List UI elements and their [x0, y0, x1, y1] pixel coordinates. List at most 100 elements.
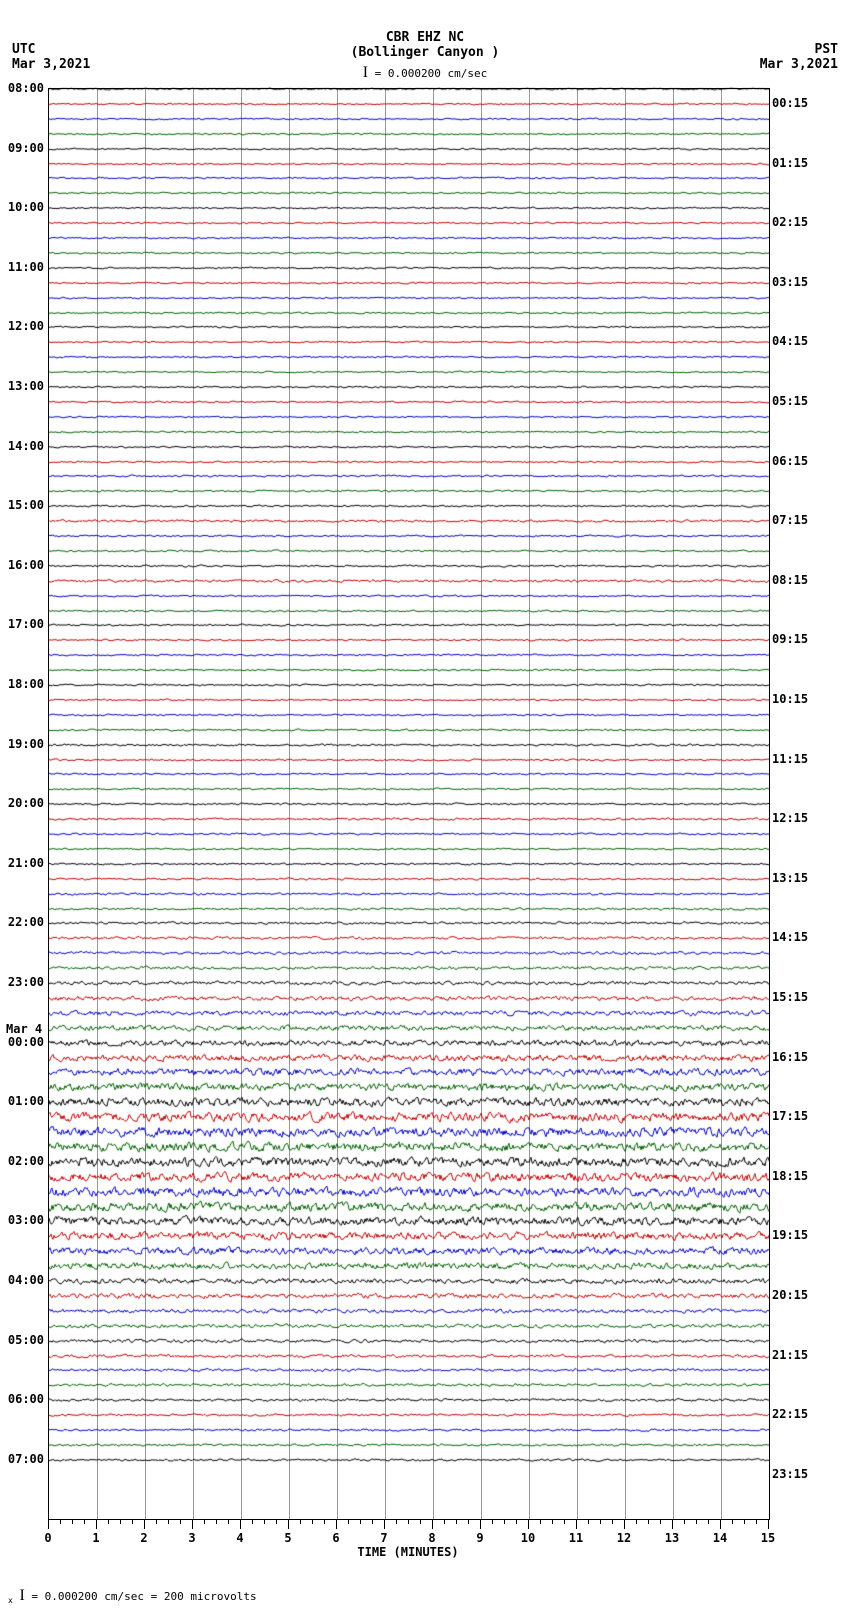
- pst-time-label: 14:15: [772, 930, 812, 944]
- utc-time-label: 02:00: [4, 1154, 44, 1168]
- pst-time-label: 00:15: [772, 96, 812, 110]
- tz-right-date: Mar 3,2021: [760, 57, 838, 72]
- pst-time-label: 01:15: [772, 156, 812, 170]
- utc-time-label: 22:00: [4, 915, 44, 929]
- pst-time-label: 08:15: [772, 573, 812, 587]
- xtick-minor: [228, 1519, 229, 1524]
- xtick-minor: [348, 1519, 349, 1524]
- tz-right-label: PST: [760, 42, 838, 57]
- xtick-major: [720, 1519, 721, 1529]
- pst-time-label: 10:15: [772, 692, 812, 706]
- utc-time-label: 07:00: [4, 1452, 44, 1466]
- location-name: (Bollinger Canyon ): [0, 45, 850, 60]
- pst-time-label: 12:15: [772, 811, 812, 825]
- xtick-label: 10: [521, 1531, 535, 1545]
- pst-time-label: 09:15: [772, 632, 812, 646]
- xtick-minor: [540, 1519, 541, 1524]
- xtick-minor: [684, 1519, 685, 1524]
- xtick-minor: [660, 1519, 661, 1524]
- pst-time-label: 23:15: [772, 1467, 812, 1481]
- timezone-right: PST Mar 3,2021: [760, 42, 838, 72]
- xtick-label: 6: [332, 1531, 339, 1545]
- utc-time-label: 10:00: [4, 200, 44, 214]
- utc-time-label: 14:00: [4, 439, 44, 453]
- xtick-label: 3: [188, 1531, 195, 1545]
- pst-time-label: 06:15: [772, 454, 812, 468]
- xtick-major: [672, 1519, 673, 1529]
- xtick-minor: [468, 1519, 469, 1524]
- xtick-minor: [564, 1519, 565, 1524]
- pst-time-label: 21:15: [772, 1348, 812, 1362]
- xtick-label: 1: [92, 1531, 99, 1545]
- pst-time-label: 04:15: [772, 334, 812, 348]
- xtick-minor: [168, 1519, 169, 1524]
- xtick-minor: [132, 1519, 133, 1524]
- xtick-minor: [276, 1519, 277, 1524]
- seismic-trace: [49, 1450, 769, 1470]
- xtick-label: 8: [428, 1531, 435, 1545]
- xtick-minor: [180, 1519, 181, 1524]
- utc-time-label: 12:00: [4, 319, 44, 333]
- xtick-minor: [360, 1519, 361, 1524]
- xtick-label: 9: [476, 1531, 483, 1545]
- footer-scale: x I = 0.000200 cm/sec = 200 microvolts: [8, 1587, 257, 1605]
- station-code: CBR EHZ NC: [0, 30, 850, 45]
- utc-time-label: 20:00: [4, 796, 44, 810]
- xtick-minor: [420, 1519, 421, 1524]
- utc-time-label: 11:00: [4, 260, 44, 274]
- xtick-minor: [372, 1519, 373, 1524]
- pst-time-label: 13:15: [772, 871, 812, 885]
- xtick-minor: [204, 1519, 205, 1524]
- xtick-minor: [756, 1519, 757, 1524]
- xtick-minor: [408, 1519, 409, 1524]
- xtick-minor: [732, 1519, 733, 1524]
- xtick-minor: [84, 1519, 85, 1524]
- utc-time-label: 09:00: [4, 141, 44, 155]
- xtick-minor: [636, 1519, 637, 1524]
- xtick-major: [576, 1519, 577, 1529]
- xtick-minor: [744, 1519, 745, 1524]
- xtick-minor: [552, 1519, 553, 1524]
- utc-time-label: 13:00: [4, 379, 44, 393]
- utc-time-label: 06:00: [4, 1392, 44, 1406]
- seismogram-plot: [48, 88, 770, 1520]
- xtick-major: [144, 1519, 145, 1529]
- xtick-label: 15: [761, 1531, 775, 1545]
- pst-time-label: 07:15: [772, 513, 812, 527]
- pst-time-label: 17:15: [772, 1109, 812, 1123]
- pst-time-label: 15:15: [772, 990, 812, 1004]
- pst-time-label: 02:15: [772, 215, 812, 229]
- xtick-major: [528, 1519, 529, 1529]
- utc-time-label: 23:00: [4, 975, 44, 989]
- xtick-minor: [156, 1519, 157, 1524]
- xtick-major: [768, 1519, 769, 1529]
- xtick-minor: [120, 1519, 121, 1524]
- xtick-minor: [396, 1519, 397, 1524]
- pst-time-label: 11:15: [772, 752, 812, 766]
- xtick-major: [384, 1519, 385, 1529]
- xtick-major: [336, 1519, 337, 1529]
- xtick-label: 7: [380, 1531, 387, 1545]
- xtick-label: 11: [569, 1531, 583, 1545]
- xtick-minor: [516, 1519, 517, 1524]
- xtick-minor: [252, 1519, 253, 1524]
- xtick-minor: [300, 1519, 301, 1524]
- xtick-minor: [216, 1519, 217, 1524]
- xaxis-title: TIME (MINUTES): [357, 1545, 458, 1559]
- xtick-minor: [72, 1519, 73, 1524]
- pst-time-label: 20:15: [772, 1288, 812, 1302]
- pst-time-label: 05:15: [772, 394, 812, 408]
- xtick-major: [288, 1519, 289, 1529]
- xtick-minor: [504, 1519, 505, 1524]
- utc-time-label: 00:00: [4, 1035, 44, 1049]
- xtick-minor: [264, 1519, 265, 1524]
- xtick-minor: [648, 1519, 649, 1524]
- seismogram-container: CBR EHZ NC (Bollinger Canyon ) I = 0.000…: [0, 0, 850, 1613]
- utc-time-label: 17:00: [4, 617, 44, 631]
- footer-text: = 0.000200 cm/sec = 200 microvolts: [31, 1590, 256, 1603]
- xtick-major: [480, 1519, 481, 1529]
- xtick-minor: [708, 1519, 709, 1524]
- xtick-minor: [612, 1519, 613, 1524]
- xtick-label: 13: [665, 1531, 679, 1545]
- utc-time-label: 08:00: [4, 81, 44, 95]
